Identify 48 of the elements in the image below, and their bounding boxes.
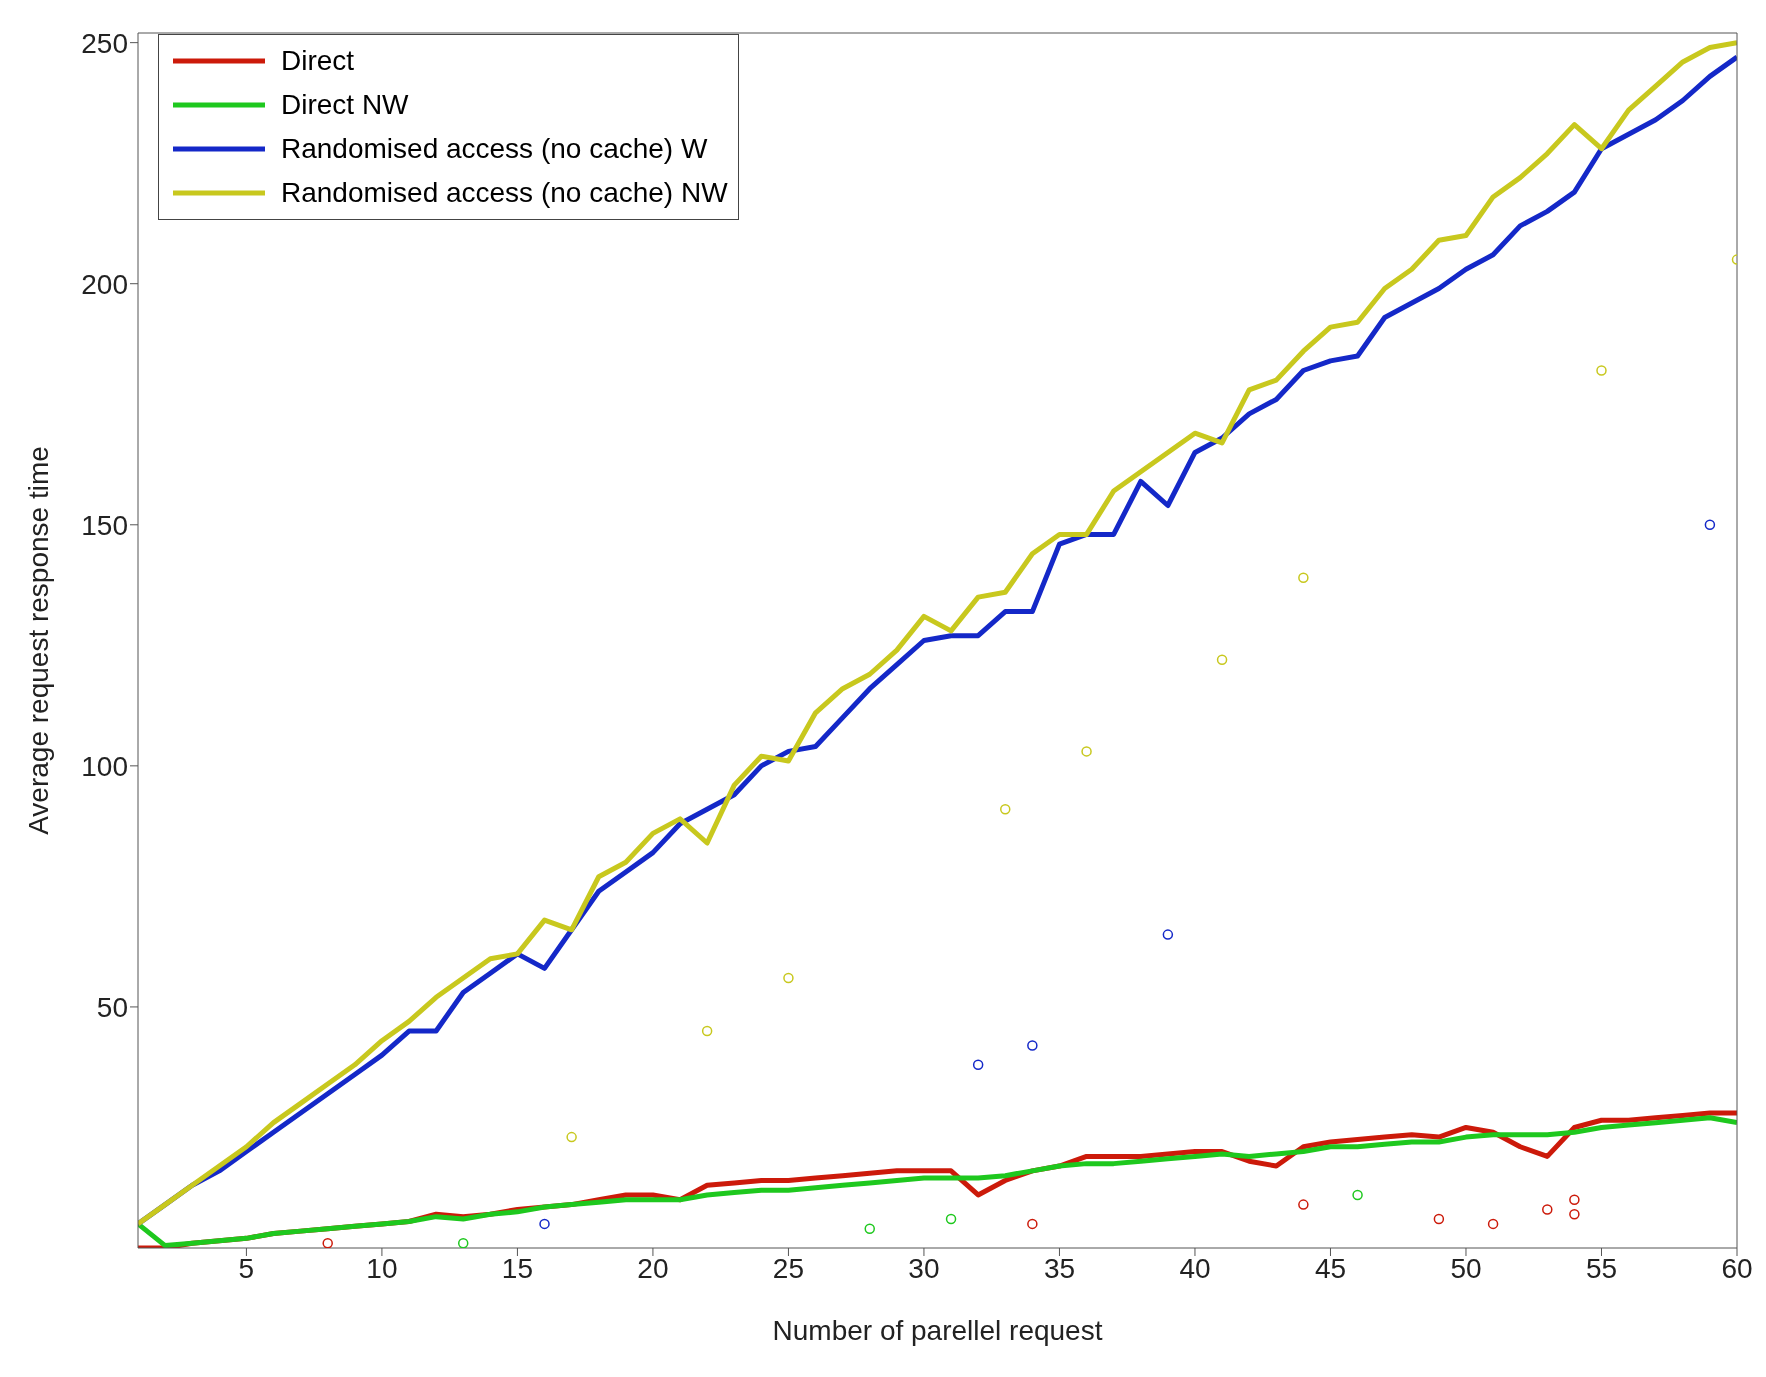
- point: [1081, 746, 1092, 757]
- x-tick-label: 20: [637, 1252, 669, 1284]
- point: [972, 1059, 984, 1071]
- x-tick-label: 30: [908, 1252, 940, 1284]
- y-tick-label: 200: [81, 268, 128, 300]
- y-tick-label: 250: [81, 27, 128, 59]
- point: [1596, 365, 1607, 376]
- point: [1000, 804, 1011, 815]
- legend-label: Randomised access (no cache) NW: [281, 177, 728, 209]
- x-tick-label: 50: [1450, 1252, 1482, 1284]
- x-tick-label: 45: [1314, 1252, 1347, 1284]
- x-tick-label: 40: [1179, 1252, 1211, 1284]
- point: [1569, 1194, 1580, 1206]
- y-tick-label: 50: [96, 991, 128, 1023]
- point: [322, 1237, 333, 1248]
- point: [1352, 1189, 1363, 1201]
- point: [539, 1218, 550, 1230]
- point: [1542, 1204, 1553, 1215]
- point: [1216, 654, 1228, 666]
- point: [1298, 572, 1309, 584]
- point: [1027, 1218, 1038, 1230]
- legend-label: Direct: [281, 45, 355, 77]
- point: [1487, 1218, 1499, 1230]
- x-tick-label: 60: [1721, 1252, 1753, 1284]
- y-tick-label: 100: [81, 750, 128, 782]
- x-tick-label: 25: [772, 1252, 805, 1284]
- point: [783, 972, 794, 984]
- legend-label: Direct NW: [281, 89, 409, 121]
- x-tick-label: 5: [238, 1252, 255, 1284]
- point: [1298, 1199, 1309, 1210]
- point: [1433, 1213, 1445, 1225]
- point: [1162, 929, 1174, 940]
- x-tick-label: 35: [1043, 1252, 1076, 1284]
- y-tick-label: 150: [81, 509, 128, 541]
- legend-label: Randomised access (no cache) W: [281, 133, 708, 165]
- point: [945, 1213, 957, 1225]
- point: [1569, 1209, 1580, 1220]
- x-tick-label: 10: [366, 1252, 398, 1284]
- point: [457, 1237, 469, 1248]
- y-axis-title: Average request response time: [22, 446, 54, 835]
- point: [566, 1131, 577, 1143]
- x-tick-label: 55: [1585, 1252, 1618, 1284]
- x-tick-label: 15: [501, 1252, 533, 1284]
- point: [701, 1025, 713, 1037]
- point: [1704, 519, 1716, 531]
- x-axis-title: Number of parellel request: [772, 1315, 1103, 1346]
- point: [864, 1223, 875, 1234]
- point: [1027, 1040, 1038, 1051]
